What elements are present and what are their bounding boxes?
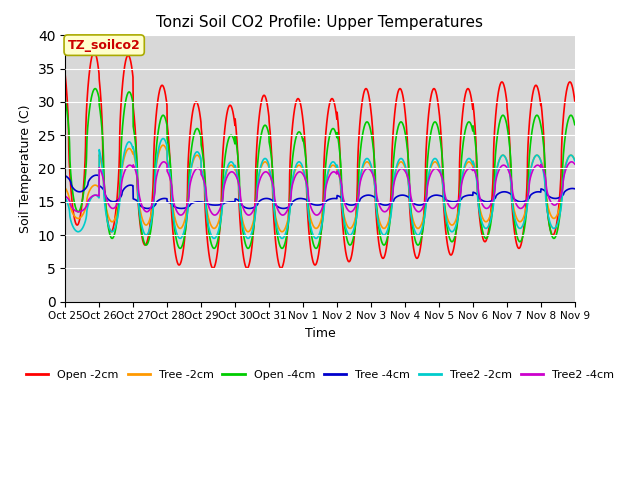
Y-axis label: Soil Temperature (C): Soil Temperature (C) xyxy=(19,104,33,233)
Title: Tonzi Soil CO2 Profile: Upper Temperatures: Tonzi Soil CO2 Profile: Upper Temperatur… xyxy=(157,15,483,30)
X-axis label: Time: Time xyxy=(305,327,335,340)
Text: TZ_soilco2: TZ_soilco2 xyxy=(68,39,141,52)
Legend: Open -2cm, Tree -2cm, Open -4cm, Tree -4cm, Tree2 -2cm, Tree2 -4cm: Open -2cm, Tree -2cm, Open -4cm, Tree -4… xyxy=(22,366,618,384)
